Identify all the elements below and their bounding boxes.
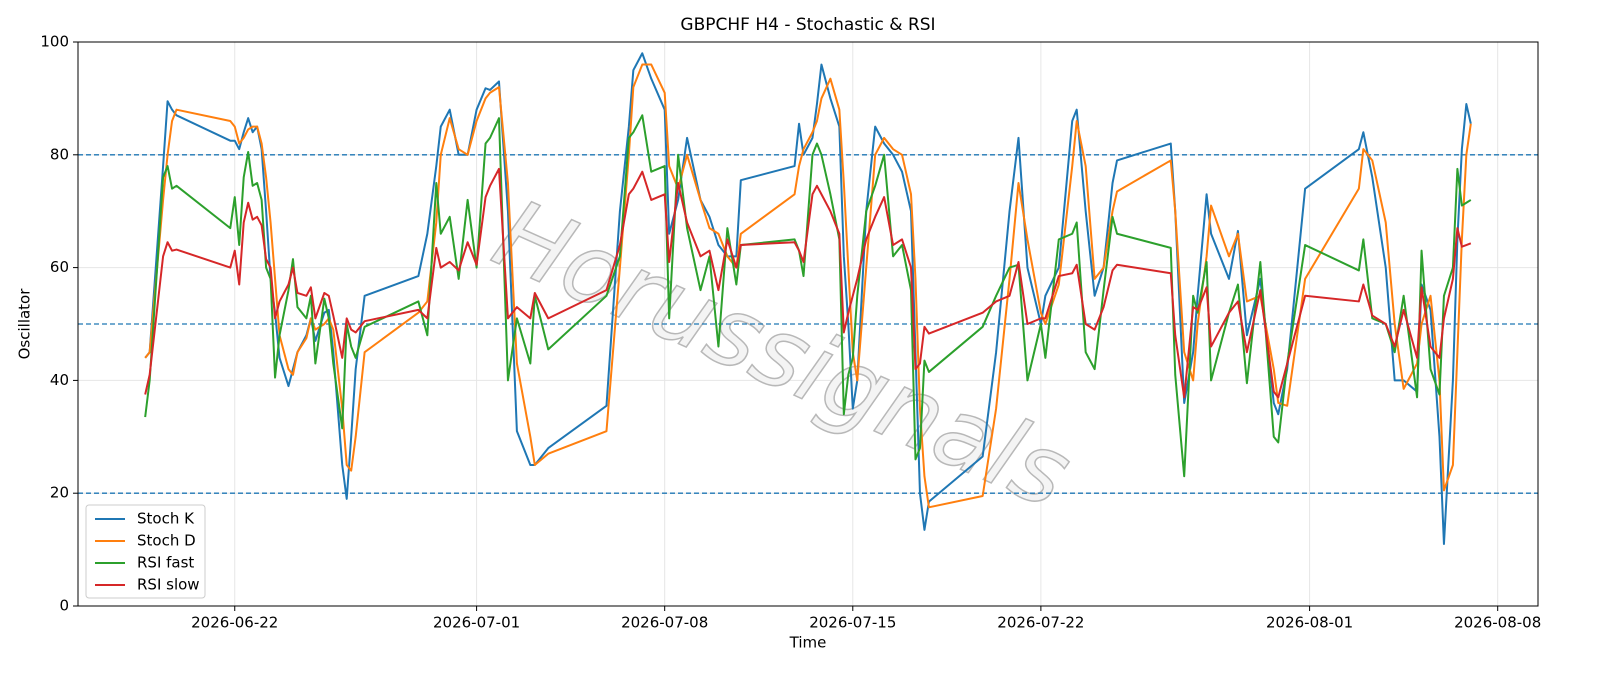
y-tick-label: 40 xyxy=(50,371,69,389)
x-tick-label: 2026-07-22 xyxy=(997,614,1084,632)
y-tick-label: 20 xyxy=(50,484,69,502)
y-tick-label: 60 xyxy=(50,258,69,276)
x-tick-label: 2026-08-01 xyxy=(1266,614,1353,632)
legend-box xyxy=(85,504,206,599)
x-tick-label: 2026-08-08 xyxy=(1454,614,1541,632)
legend: Stoch K Stoch D RSI fast RSI slow xyxy=(85,504,206,599)
x-tick-label: 2026-07-08 xyxy=(621,614,708,632)
legend-label: Stoch K xyxy=(137,510,195,528)
chart-title: GBPCHF H4 - Stochastic & RSI xyxy=(680,15,935,35)
series-line xyxy=(144,114,1472,478)
y-tick-label: 100 xyxy=(40,33,69,51)
series-line xyxy=(144,167,1472,399)
y-tick-label: 0 xyxy=(59,597,69,615)
x-tick-label: 2026-07-01 xyxy=(433,614,520,632)
plot-frame xyxy=(77,41,1539,607)
legend-label: RSI fast xyxy=(137,554,194,572)
y-tick-label: 80 xyxy=(50,145,69,163)
y-axis-label: Oscillator xyxy=(16,288,34,360)
x-tick-label: 2026-07-15 xyxy=(809,614,896,632)
legend-label: Stoch D xyxy=(137,532,196,550)
legend-label: RSI slow xyxy=(137,576,200,594)
series-line xyxy=(144,63,1472,509)
x-axis-label: Time xyxy=(789,634,827,652)
x-tick-label: 2026-06-22 xyxy=(191,614,278,632)
